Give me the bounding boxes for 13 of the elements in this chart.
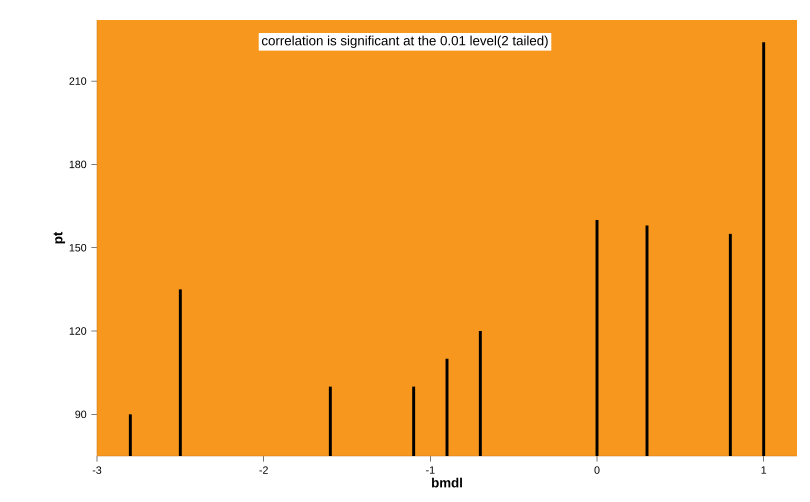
y-tick-label: 150 xyxy=(70,244,86,252)
y-tick-label: 120 xyxy=(70,327,86,335)
y-tick-label: 180 xyxy=(70,160,86,168)
x-tick-label: 0 xyxy=(594,466,600,474)
annotation: correlation is significant at the 0.01 level(2 tailed) xyxy=(262,36,548,48)
y-tick-label: 210 xyxy=(69,77,86,85)
x-tick-label: -1 xyxy=(426,466,435,474)
x-tick-label: -2 xyxy=(259,466,268,474)
x-tick-label: 1 xyxy=(762,466,766,474)
x-tick-label: -3 xyxy=(92,466,102,474)
x-axis-title: bmdl xyxy=(432,478,462,488)
y-axis-title: pt xyxy=(54,232,66,244)
y-tick-label: 90 xyxy=(75,410,86,418)
